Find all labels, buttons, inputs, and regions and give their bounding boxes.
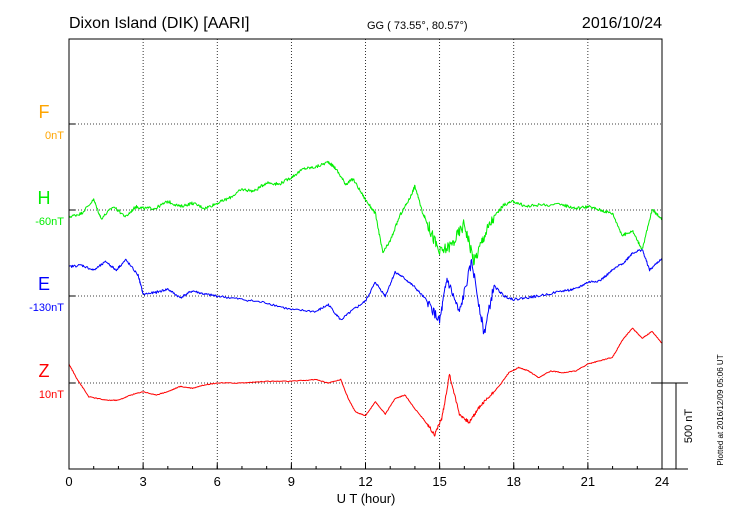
scale-bar-label: 500 nT bbox=[683, 409, 695, 444]
plot-date: 2016/10/24 bbox=[582, 15, 662, 32]
x-tick-label: 24 bbox=[655, 474, 669, 489]
grid bbox=[69, 38, 662, 469]
x-axis-label: U T (hour) bbox=[337, 491, 396, 506]
x-tick-label: 18 bbox=[507, 474, 521, 489]
x-tick-label: 9 bbox=[288, 474, 295, 489]
x-tick-label: 15 bbox=[432, 474, 446, 489]
series-line-H bbox=[68, 160, 663, 266]
series-line-E bbox=[68, 249, 663, 335]
scale-bar: 500 nT bbox=[651, 382, 695, 470]
x-tick-label: 6 bbox=[214, 474, 221, 489]
series-baseline-label: 10nT bbox=[39, 389, 64, 401]
x-tick-label: 12 bbox=[358, 474, 372, 489]
series-name-label: Z bbox=[39, 361, 50, 381]
series-name-label: F bbox=[39, 102, 50, 122]
series-baseline-label: 0nT bbox=[45, 130, 64, 142]
series-layer bbox=[68, 160, 663, 437]
x-axis: 0 3 6 9 12 15 18 21 24 bbox=[65, 38, 669, 489]
series-labels: F 0nT H -60nT E -130nT Z 10nT bbox=[29, 102, 64, 401]
plot-frame bbox=[68, 38, 663, 470]
series-name-label: H bbox=[38, 188, 51, 208]
x-tick-label: 3 bbox=[140, 474, 147, 489]
station-title: Dixon Island (DIK) [AARI] bbox=[69, 15, 250, 32]
station-coords: GG ( 73.55°, 80.57°) bbox=[367, 20, 468, 32]
series-baseline-label: -60nT bbox=[35, 216, 64, 228]
x-tick-label: 0 bbox=[65, 474, 72, 489]
x-tick-label: 21 bbox=[581, 474, 595, 489]
series-baseline-label: -130nT bbox=[29, 302, 64, 314]
series-name-label: E bbox=[38, 274, 50, 294]
series-line-Z bbox=[68, 327, 663, 437]
plotted-at-note: Plotted at 2016/12/09 05:06 UT bbox=[716, 354, 725, 465]
